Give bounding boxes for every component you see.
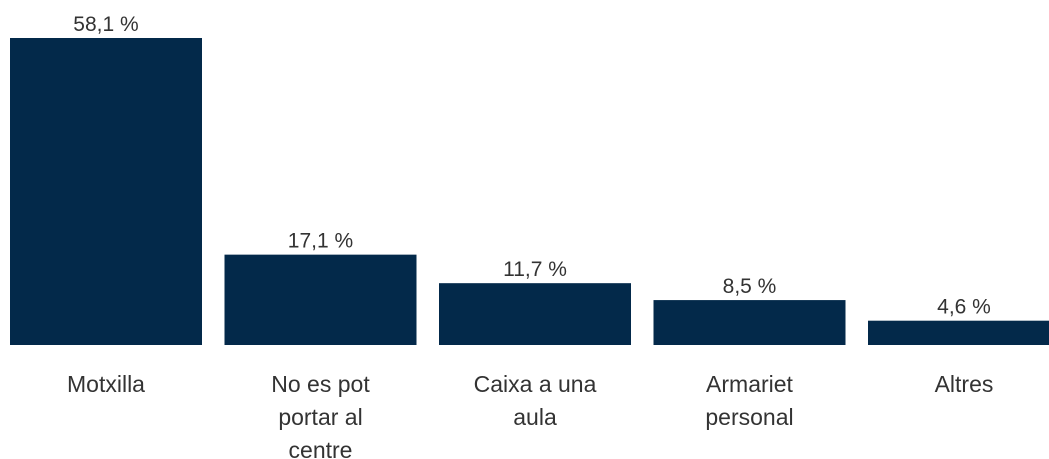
value-label: 58,1 % [73, 13, 138, 36]
bar [439, 283, 631, 345]
category-label: Motxilla [67, 371, 145, 397]
bar [224, 254, 417, 345]
category-label: Armariet personal [705, 371, 794, 430]
bar [10, 38, 202, 345]
value-label: 8,5 % [723, 275, 777, 298]
category-label: Caixa a una aula [473, 371, 597, 430]
category-label: Altres [934, 371, 994, 397]
bar [653, 300, 846, 345]
value-label: 4,6 % [937, 296, 991, 319]
bar [868, 320, 1049, 345]
value-label: 17,1 % [288, 230, 353, 253]
category-label: No es pot portar al centre [271, 371, 370, 459]
value-label: 11,7 % [503, 258, 567, 281]
